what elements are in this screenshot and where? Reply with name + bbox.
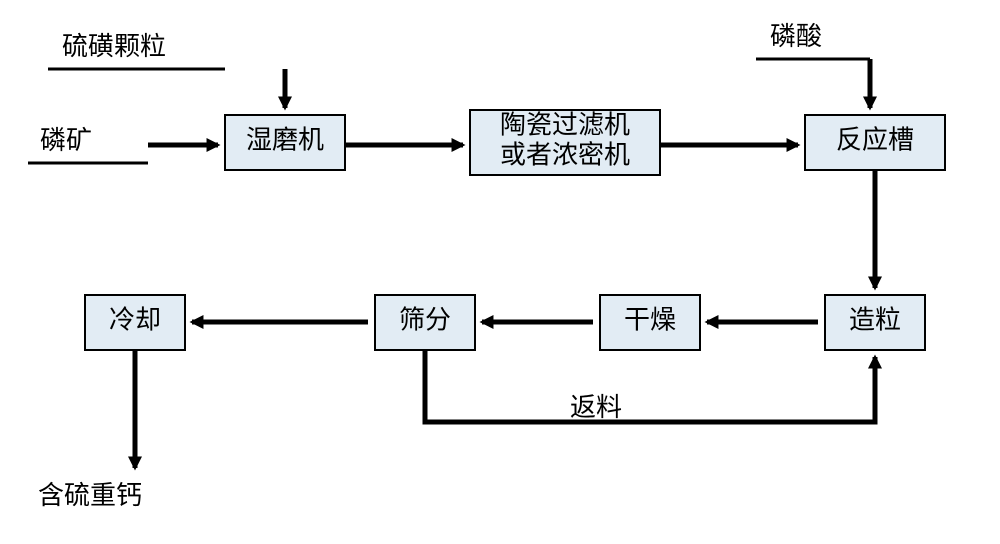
node-label-cool: 冷却 bbox=[109, 305, 161, 334]
node-filter: 陶瓷过滤机或者浓密机 bbox=[470, 110, 660, 175]
node-label-filter: 或者浓密机 bbox=[500, 140, 630, 169]
node-reactor: 反应槽 bbox=[805, 115, 945, 170]
node-label-wet_mill: 湿磨机 bbox=[246, 125, 324, 154]
input-label-phosrock_in: 磷矿 bbox=[40, 126, 92, 155]
node-wet_mill: 湿磨机 bbox=[225, 115, 345, 170]
node-sieve: 筛分 bbox=[375, 295, 475, 350]
edge-sieve-granulate bbox=[425, 350, 875, 422]
input-label-phosacid_in: 磷酸 bbox=[770, 22, 822, 51]
node-label-sieve: 筛分 bbox=[399, 305, 451, 334]
input-label-sulfur_in: 硫磺颗粒 bbox=[62, 32, 166, 61]
input-label-recycle_lbl: 返料 bbox=[570, 393, 622, 422]
node-label-filter: 陶瓷过滤机 bbox=[500, 111, 630, 140]
node-granulate: 造粒 bbox=[825, 295, 925, 350]
node-dry: 干燥 bbox=[600, 295, 700, 350]
node-cool: 冷却 bbox=[85, 295, 185, 350]
input-label-product_out: 含硫重钙 bbox=[38, 481, 142, 510]
flowchart-canvas: 湿磨机 陶瓷过滤机或者浓密机 反应槽造粒 干燥 筛分 冷却 硫磺颗粒磷矿 磷酸返料含硫重钙 bbox=[0, 0, 1000, 544]
node-label-dry: 干燥 bbox=[624, 305, 676, 334]
node-label-granulate: 造粒 bbox=[849, 305, 901, 334]
node-label-reactor: 反应槽 bbox=[836, 125, 914, 154]
